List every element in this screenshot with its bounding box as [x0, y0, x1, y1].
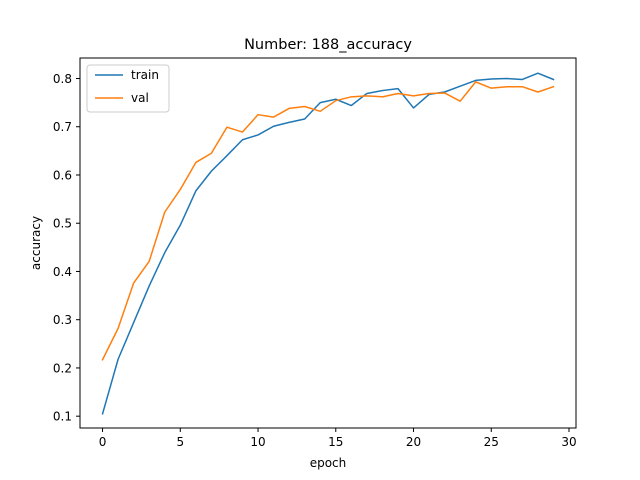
- x-axis-label: epoch: [310, 456, 347, 470]
- data-point-val: [242, 131, 244, 133]
- data-point-train: [257, 134, 259, 136]
- legend: train val: [86, 64, 170, 113]
- data-point-val: [351, 96, 353, 98]
- data-point-val: [179, 189, 181, 191]
- data-point-train: [226, 155, 228, 157]
- data-point-val: [459, 100, 461, 102]
- data-point-val: [413, 95, 415, 97]
- data-point-val: [288, 108, 290, 110]
- data-point-val: [522, 86, 524, 88]
- data-point-train: [413, 107, 415, 109]
- data-point-train: [117, 358, 119, 360]
- data-point-train: [335, 98, 337, 100]
- data-point-train: [475, 80, 477, 82]
- data-point-train: [211, 170, 213, 172]
- data-point-train: [288, 122, 290, 124]
- data-point-train: [459, 85, 461, 87]
- data-point-val: [211, 152, 213, 154]
- data-point-val: [553, 86, 555, 88]
- y-tick-label: 0.1: [53, 410, 72, 424]
- y-tick-label: 0.3: [53, 313, 72, 327]
- plot-area-frame: [79, 57, 577, 429]
- x-tick-label: 0: [99, 435, 107, 449]
- data-point-val: [475, 81, 477, 83]
- data-point-val: [304, 106, 306, 108]
- data-point-val: [164, 211, 166, 213]
- legend-label-val: val: [131, 91, 149, 105]
- x-tick-label: 5: [176, 435, 184, 449]
- data-point-val: [397, 93, 399, 95]
- y-tick-label: 0.2: [53, 361, 72, 375]
- data-point-train: [179, 224, 181, 226]
- data-point-val: [195, 162, 197, 164]
- data-point-val: [319, 111, 321, 113]
- data-point-train: [164, 252, 166, 254]
- legend-label-train: train: [131, 68, 159, 82]
- series-line-train: [101, 72, 555, 415]
- data-point-train: [382, 90, 384, 92]
- data-point-val: [117, 328, 119, 330]
- data-point-train: [490, 78, 492, 80]
- y-tick-label: 0.4: [53, 265, 72, 279]
- data-point-val: [490, 87, 492, 89]
- data-point-train: [537, 72, 539, 74]
- data-point-train: [319, 102, 321, 104]
- data-point-val: [102, 359, 104, 361]
- y-tick-label: 0.7: [53, 120, 72, 134]
- legend-box: [86, 64, 170, 113]
- data-point-train: [304, 118, 306, 120]
- data-point-val: [366, 95, 368, 97]
- data-point-train: [397, 88, 399, 90]
- y-tick-label: 0.6: [53, 168, 72, 182]
- data-point-val: [273, 116, 275, 118]
- data-point-train: [242, 139, 244, 141]
- y-tick-label: 0.8: [53, 72, 72, 86]
- data-point-val: [148, 261, 150, 263]
- data-point-train: [148, 285, 150, 287]
- x-tick-label: 15: [328, 435, 343, 449]
- y-axis-label: accuracy: [29, 216, 43, 270]
- data-point-train: [522, 79, 524, 81]
- data-point-val: [537, 91, 539, 93]
- data-point-train: [351, 105, 353, 107]
- data-point-train: [506, 78, 508, 80]
- data-point-train: [273, 125, 275, 127]
- y-tick-label: 0.5: [53, 217, 72, 231]
- x-tick-label: 30: [561, 435, 576, 449]
- data-point-train: [133, 322, 135, 324]
- x-tick-label: 20: [406, 435, 421, 449]
- data-point-val: [335, 100, 337, 102]
- x-tick-label: 25: [484, 435, 499, 449]
- data-point-train: [195, 190, 197, 192]
- x-tick-label: 10: [250, 435, 265, 449]
- series-lines: [101, 72, 555, 415]
- axis-ticks: 0 5 10 15 20 25 30 0.1 0.2 0.3 0.4 0.5 0.6 0.7 0.8: [53, 72, 577, 449]
- data-point-val: [382, 96, 384, 98]
- data-point-val: [428, 93, 430, 95]
- data-point-val: [444, 92, 446, 94]
- data-point-val: [506, 86, 508, 88]
- data-point-train: [366, 93, 368, 95]
- chart-title: Number: 188_accuracy: [244, 37, 412, 53]
- data-point-train: [553, 79, 555, 81]
- data-point-val: [257, 114, 259, 116]
- series-line-val: [101, 81, 555, 361]
- data-point-val: [133, 282, 135, 284]
- data-point-val: [226, 126, 228, 128]
- data-point-train: [102, 413, 104, 415]
